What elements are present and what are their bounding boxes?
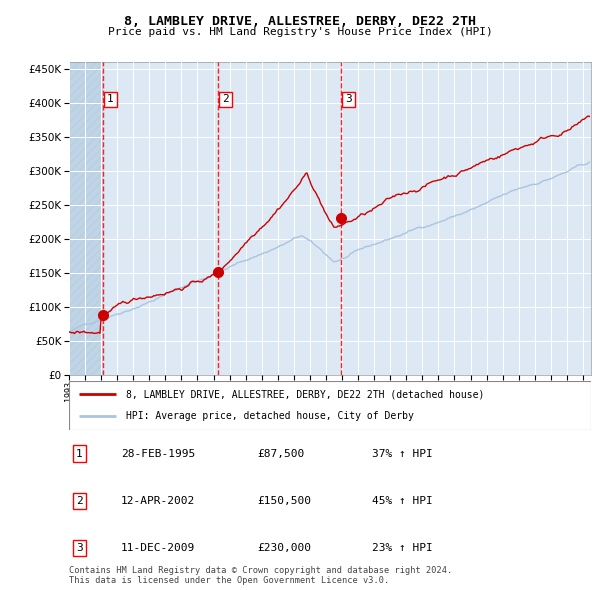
Text: 3: 3	[345, 94, 352, 104]
FancyBboxPatch shape	[69, 381, 591, 430]
Text: 12-APR-2002: 12-APR-2002	[121, 496, 196, 506]
Text: 1: 1	[107, 94, 114, 104]
Text: 2: 2	[222, 94, 229, 104]
Text: 8, LAMBLEY DRIVE, ALLESTREE, DERBY, DE22 2TH: 8, LAMBLEY DRIVE, ALLESTREE, DERBY, DE22…	[124, 15, 476, 28]
Text: 2: 2	[76, 496, 83, 506]
Text: £87,500: £87,500	[257, 449, 304, 458]
Text: 11-DEC-2009: 11-DEC-2009	[121, 543, 196, 553]
Text: 3: 3	[76, 543, 83, 553]
Text: 37% ↑ HPI: 37% ↑ HPI	[372, 449, 433, 458]
Text: £230,000: £230,000	[257, 543, 311, 553]
Bar	[69, 62, 103, 375]
Text: £150,500: £150,500	[257, 496, 311, 506]
Text: 23% ↑ HPI: 23% ↑ HPI	[372, 543, 433, 553]
Text: Contains HM Land Registry data © Crown copyright and database right 2024.: Contains HM Land Registry data © Crown c…	[69, 566, 452, 575]
Text: This data is licensed under the Open Government Licence v3.0.: This data is licensed under the Open Gov…	[69, 576, 389, 585]
Text: 8, LAMBLEY DRIVE, ALLESTREE, DERBY, DE22 2TH (detached house): 8, LAMBLEY DRIVE, ALLESTREE, DERBY, DE22…	[127, 389, 485, 399]
Text: 1: 1	[76, 449, 83, 458]
Text: HPI: Average price, detached house, City of Derby: HPI: Average price, detached house, City…	[127, 411, 414, 421]
Text: 28-FEB-1995: 28-FEB-1995	[121, 449, 196, 458]
Text: 45% ↑ HPI: 45% ↑ HPI	[372, 496, 433, 506]
Text: Price paid vs. HM Land Registry's House Price Index (HPI): Price paid vs. HM Land Registry's House …	[107, 27, 493, 37]
